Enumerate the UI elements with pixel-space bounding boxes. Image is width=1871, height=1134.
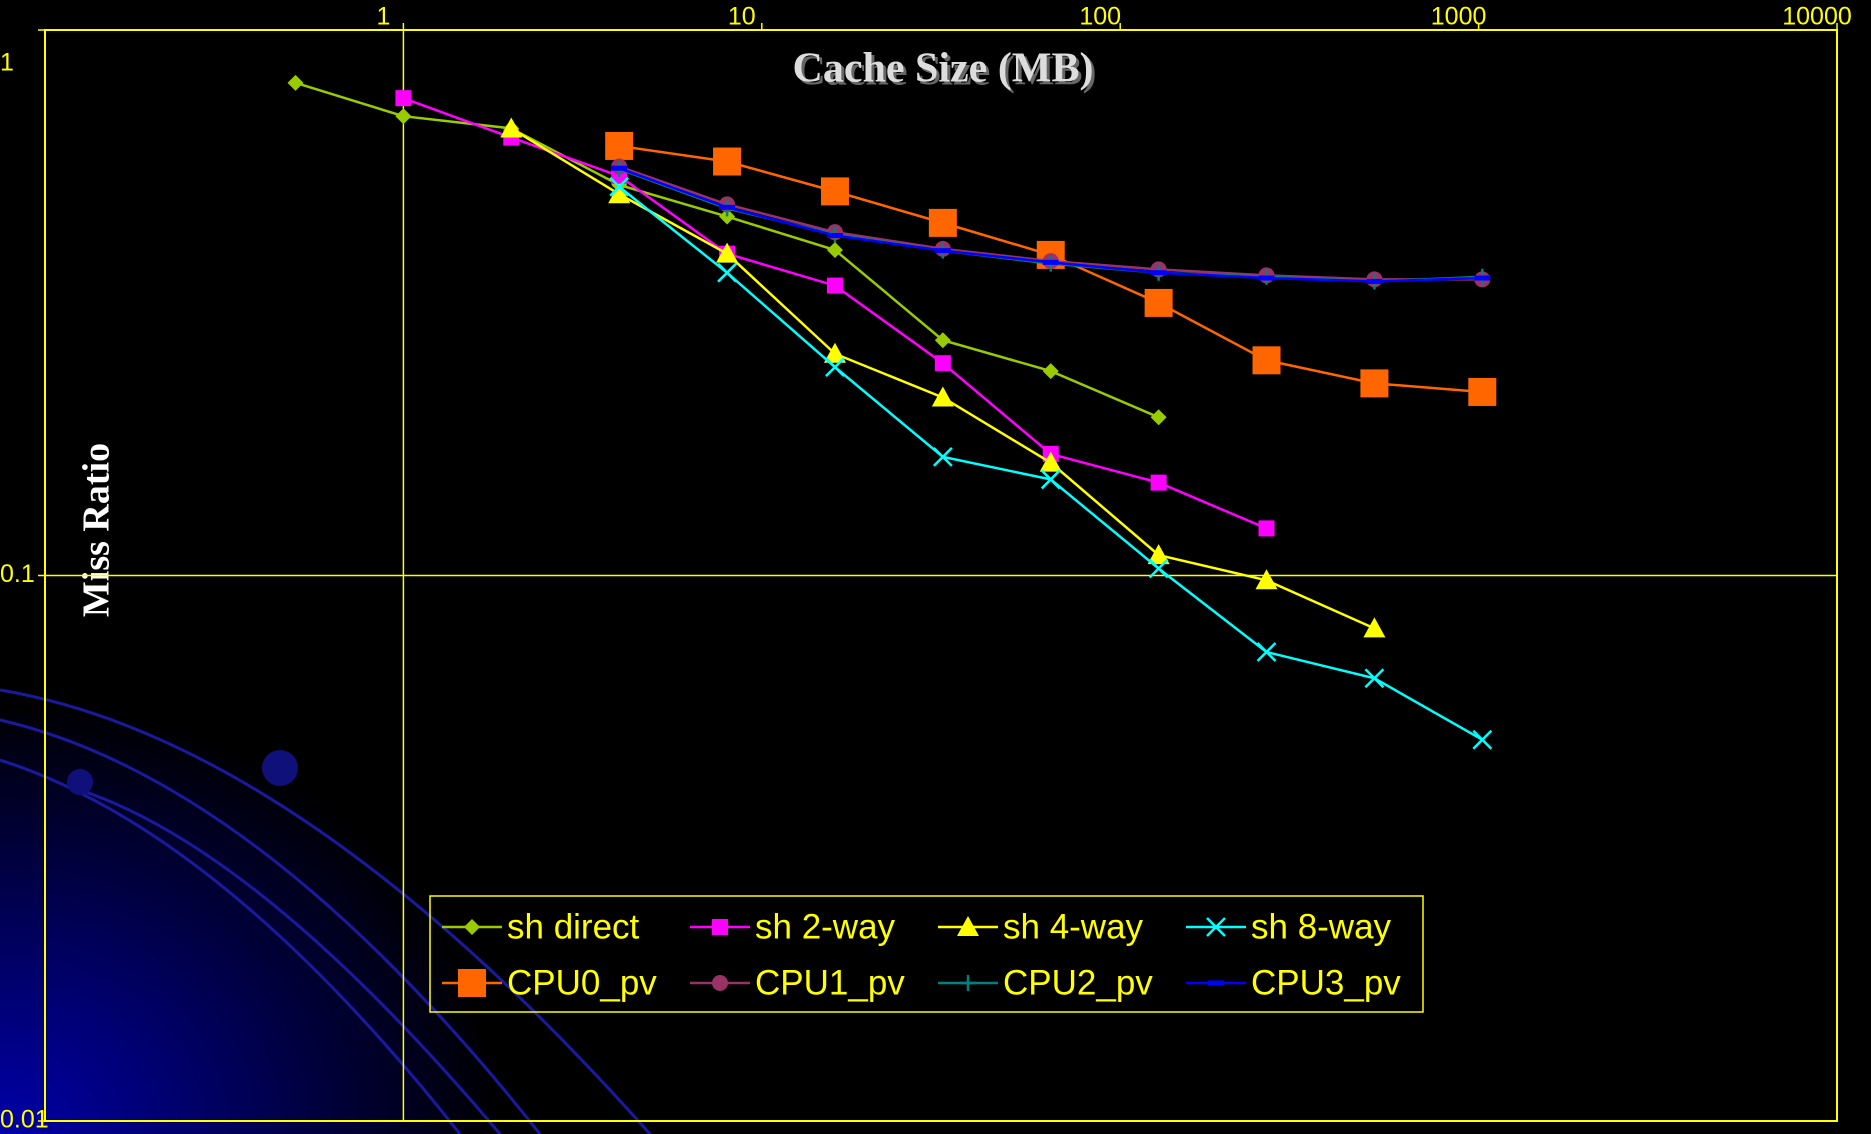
legend-label: CPU2_pv [1003, 963, 1153, 1002]
data-point [719, 205, 735, 210]
data-point [1360, 369, 1388, 397]
data-point [713, 148, 741, 176]
legend-label: sh 8-way [1251, 907, 1392, 946]
data-point [1366, 279, 1382, 284]
legend-label: sh direct [507, 907, 640, 946]
data-point [929, 209, 957, 237]
data-point [935, 355, 951, 371]
legend-swatch-marker [1208, 981, 1224, 986]
data-point [827, 278, 843, 294]
y-tick-label: 1 [0, 49, 14, 77]
legend-label: CPU0_pv [507, 963, 657, 1002]
x-tick-label: 1000 [1431, 3, 1487, 31]
data-point [1151, 475, 1167, 491]
x-axis-title: Cache Size (MB) [793, 46, 1094, 92]
y-axis-title: Miss Ratio [76, 443, 118, 617]
x-tick-label: 10 [728, 3, 756, 31]
data-point [605, 132, 633, 160]
chart: Cache Size (MB) Miss Ratio 1 10 100 1000 100… [0, 0, 1871, 1134]
y-tick-label: 0.01 [0, 1106, 49, 1134]
data-point [1253, 346, 1281, 374]
background-glow [0, 650, 560, 1134]
data-point [1151, 270, 1167, 275]
legend-swatch-marker [712, 975, 728, 991]
data-point [611, 166, 627, 171]
data-point [935, 248, 951, 253]
legend-label: CPU1_pv [755, 963, 905, 1002]
legend-label: CPU3_pv [1251, 963, 1401, 1002]
data-point [1145, 289, 1173, 317]
x-tick-label: 100 [1079, 3, 1121, 31]
decoration-dot [262, 750, 298, 786]
y-tick-label: 0.1 [0, 560, 35, 588]
decoration-dot [67, 769, 93, 795]
legend-label: sh 4-way [1003, 907, 1144, 946]
data-point [1043, 260, 1059, 265]
legend-swatch-marker [712, 919, 728, 935]
legend-swatch-marker [458, 969, 486, 997]
data-point [821, 177, 849, 205]
data-point [1474, 276, 1490, 281]
legend-label: sh 2-way [755, 907, 896, 946]
data-point [827, 233, 843, 238]
data-point [1468, 378, 1496, 406]
data-point [1259, 276, 1275, 281]
data-point [395, 90, 411, 106]
x-tick-label: 1 [376, 3, 390, 31]
x-tick-label: 10000 [1782, 3, 1852, 31]
data-point [1259, 520, 1275, 536]
